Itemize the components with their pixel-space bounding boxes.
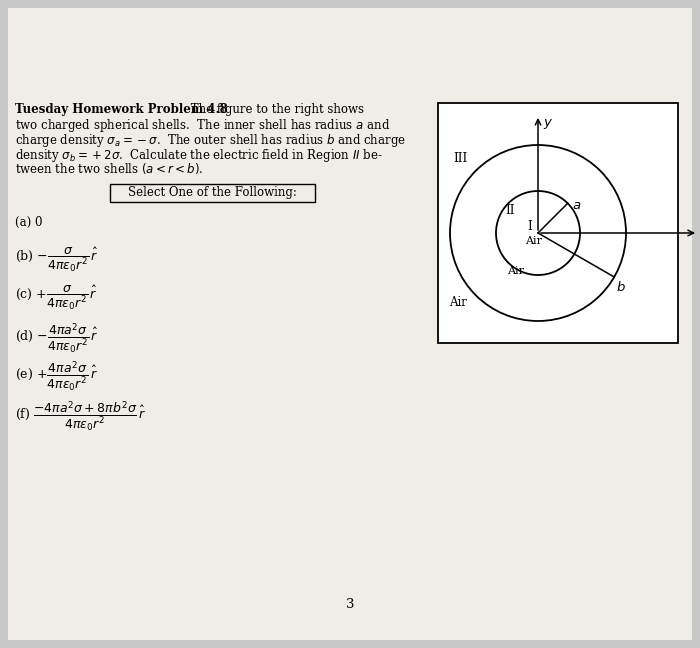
Text: Air: Air	[449, 297, 467, 310]
Text: III: III	[453, 152, 467, 165]
Text: $y$: $y$	[543, 117, 553, 131]
Text: Select One of the Following:: Select One of the Following:	[128, 186, 297, 199]
Text: (b) $-\dfrac{\sigma}{4\pi\varepsilon_0 r^2}\,\hat{r}$: (b) $-\dfrac{\sigma}{4\pi\varepsilon_0 r…	[15, 246, 99, 274]
Text: (e) $+\dfrac{4\pi a^2\sigma}{4\pi\varepsilon_0 r^2}\,\hat{r}$: (e) $+\dfrac{4\pi a^2\sigma}{4\pi\vareps…	[15, 360, 98, 393]
Text: 3: 3	[346, 598, 354, 611]
Text: $b$: $b$	[616, 280, 626, 294]
Bar	[110, 183, 315, 202]
Text: tween the two shells $(a < r < b)$.: tween the two shells $(a < r < b)$.	[15, 161, 204, 176]
Text: two charged spherical shells.  The inner shell has radius $a$ and: two charged spherical shells. The inner …	[15, 117, 390, 135]
Text: (a) 0: (a) 0	[15, 216, 43, 229]
Text: (d) $-\dfrac{4\pi a^2\sigma}{4\pi\varepsilon_0 r^2}\,\hat{r}$: (d) $-\dfrac{4\pi a^2\sigma}{4\pi\vareps…	[15, 321, 99, 355]
Bar	[438, 103, 678, 343]
Text: Tuesday Homework Problem 4.8: Tuesday Homework Problem 4.8	[15, 103, 227, 116]
Text: I: I	[528, 220, 533, 233]
Text: Air: Air	[508, 266, 524, 276]
Text: (c) $+\dfrac{\sigma}{4\pi\varepsilon_0 r^2}\,\hat{r}$: (c) $+\dfrac{\sigma}{4\pi\varepsilon_0 r…	[15, 284, 97, 312]
Text: (f) $\dfrac{-4\pi a^2\sigma + 8\pi b^2\sigma}{4\pi\varepsilon_0 r^2}\,\hat{r}$: (f) $\dfrac{-4\pi a^2\sigma + 8\pi b^2\s…	[15, 400, 146, 434]
Text: Air: Air	[526, 236, 543, 246]
Text: charge density $\sigma_a = -\sigma$.  The outer shell has radius $b$ and charge: charge density $\sigma_a = -\sigma$. The…	[15, 132, 406, 149]
Text: II: II	[505, 205, 514, 218]
Text: The figure to the right shows: The figure to the right shows	[187, 103, 364, 116]
Text: $a$: $a$	[572, 199, 581, 212]
Text: density $\sigma_b = +2\sigma$.  Calculate the electric field in Region $II$ be-: density $\sigma_b = +2\sigma$. Calculate…	[15, 146, 383, 163]
